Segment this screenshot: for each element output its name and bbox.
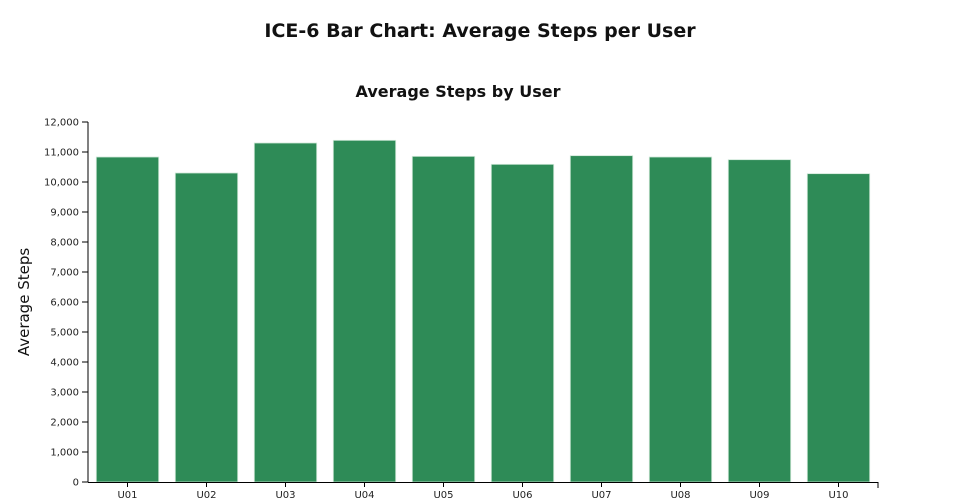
y-tick-label: 12,000 — [44, 118, 79, 129]
y-tick-label: 8,000 — [50, 238, 79, 249]
bar-u03[interactable] — [253, 142, 318, 483]
y-tick: 6,000 — [50, 298, 88, 309]
y-tick: 3,000 — [50, 388, 88, 399]
x-tick: U08 — [670, 482, 691, 500]
y-axis-label: Average Steps — [15, 248, 33, 357]
y-tick-label: 1,000 — [50, 448, 79, 459]
bar-u02[interactable] — [174, 172, 239, 483]
y-tick: 0 — [73, 478, 88, 489]
y-tick: 4,000 — [50, 358, 88, 369]
bars — [95, 139, 871, 483]
y-tick: 11,000 — [44, 148, 88, 159]
y-tick-label: 2,000 — [50, 418, 79, 429]
bar-u10[interactable] — [806, 173, 871, 483]
x-tick-label: U10 — [828, 490, 848, 500]
y-tick: 10,000 — [44, 178, 88, 189]
x-tick: U01 — [117, 482, 138, 500]
y-tick-label: 4,000 — [50, 358, 79, 369]
x-axis: U01 U02 U03 U04 U05 U06 U07 U08 U09 U10 — [88, 482, 879, 500]
y-axis: 0 1,000 2,000 3,000 4,000 5,000 6,000 7,000 8,00… — [44, 118, 89, 489]
x-tick-label: U09 — [749, 490, 769, 500]
bar-u07[interactable] — [569, 155, 634, 483]
x-tick: U09 — [749, 482, 770, 500]
y-tick-label: 11,000 — [44, 148, 79, 159]
y-tick-label: 9,000 — [50, 208, 79, 219]
x-tick: U03 — [275, 482, 296, 500]
x-tick: U02 — [196, 482, 217, 500]
y-tick-label: 10,000 — [44, 178, 79, 189]
chart-title: Average Steps by User — [356, 82, 561, 101]
y-tick-label: 7,000 — [50, 268, 79, 279]
y-tick: 12,000 — [44, 118, 88, 129]
y-tick-label: 3,000 — [50, 388, 79, 399]
x-tick: U10 — [828, 482, 849, 500]
y-tick: 8,000 — [50, 238, 88, 249]
bar-u08[interactable] — [648, 156, 713, 483]
x-tick: U05 — [433, 482, 454, 500]
x-tick-label: U02 — [196, 490, 216, 500]
page-title: ICE-6 Bar Chart: Average Steps per User — [264, 20, 696, 42]
bar-u09[interactable] — [727, 159, 792, 483]
x-tick: U04 — [354, 482, 375, 500]
y-tick-label: 6,000 — [50, 298, 79, 309]
y-tick: 1,000 — [50, 448, 88, 459]
x-tick: U06 — [512, 482, 533, 500]
bar-u01[interactable] — [95, 156, 160, 483]
x-tick-label: U06 — [512, 490, 532, 500]
y-tick: 9,000 — [50, 208, 88, 219]
x-tick-label: U03 — [275, 490, 295, 500]
x-tick-label: U07 — [591, 490, 611, 500]
y-tick-label: 0 — [73, 478, 79, 489]
x-tick-label: U05 — [433, 490, 453, 500]
y-tick: 5,000 — [50, 328, 88, 339]
x-tick: U07 — [591, 482, 612, 500]
bar-u04[interactable] — [332, 139, 397, 483]
y-tick: 7,000 — [50, 268, 88, 279]
x-tick-label: U01 — [117, 490, 137, 500]
x-tick-label: U04 — [354, 490, 374, 500]
bar-u06[interactable] — [490, 163, 555, 483]
y-tick: 2,000 — [50, 418, 88, 429]
x-tick-label: U08 — [670, 490, 690, 500]
bar-u05[interactable] — [411, 155, 476, 483]
y-tick-label: 5,000 — [50, 328, 79, 339]
